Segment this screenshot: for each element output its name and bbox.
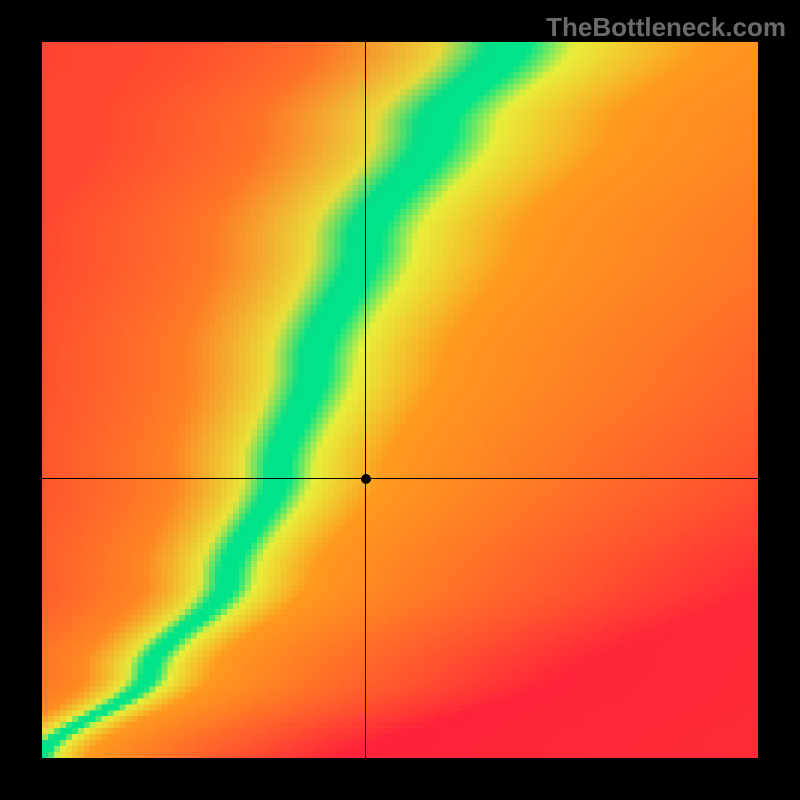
crosshair-horizontal-line [42,478,758,479]
chart-container: TheBottleneck.com [0,0,800,800]
crosshair-marker-dot [361,474,371,484]
bottleneck-heatmap [42,42,758,758]
watermark-text: TheBottleneck.com [546,12,786,43]
crosshair-vertical-line [365,42,366,758]
